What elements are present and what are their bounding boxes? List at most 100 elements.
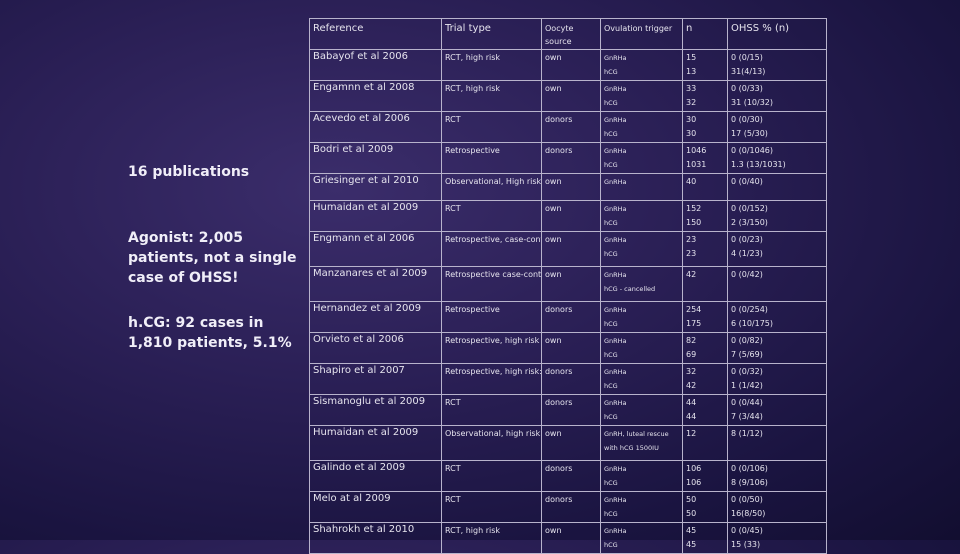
ohss-value: 0 (0/32): [731, 367, 763, 376]
ohss-value: 1 (1/42): [731, 380, 763, 390]
n-value: 152: [686, 204, 702, 213]
reference-cell: Engmann et al 2006: [309, 231, 442, 267]
n-value: 106: [686, 464, 702, 473]
trigger-line: hCG: [604, 250, 618, 258]
ohss-value: 0 (0/50): [731, 495, 763, 504]
table-row: Engmann et al 2006 Retrospective, case-co…: [309, 231, 827, 267]
ohss-value: 16(8/50): [731, 508, 766, 518]
n-cell: 33 32: [682, 80, 728, 112]
trial-type-cell: RCT: [441, 491, 542, 523]
ohss-cell: 0 (0/33) 31 (10/32): [727, 80, 827, 112]
trigger-line: GnRHa: [604, 85, 627, 93]
trial-type-cell: Retrospective: [441, 301, 542, 333]
trial-type-cell: RCT: [441, 394, 542, 426]
trial-type-cell: Observational, high risk: [441, 425, 542, 461]
n-value: 42: [686, 270, 697, 279]
ovulation-trigger-cell: GnRHa hCG: [600, 491, 683, 523]
trigger-line: hCG: [604, 68, 618, 76]
oocyte-source-cell: own: [541, 200, 601, 232]
reference-cell: Engamnn et al 2008: [309, 80, 442, 112]
n-value: 45: [686, 526, 697, 535]
oocyte-source-cell: donors: [541, 111, 601, 143]
table-row: Humaidan et al 2009 Observational, high r…: [309, 425, 827, 461]
ovulation-trigger-cell: GnRHa hCG: [600, 301, 683, 333]
n-value: 44: [686, 398, 697, 407]
table-header-row: Reference Trial type Oocyte source Ovula…: [309, 18, 827, 50]
oocyte-source-cell: donors: [541, 301, 601, 333]
n-cell: 23 23: [682, 231, 728, 267]
n-value: 254: [686, 305, 702, 314]
oocyte-source-cell: donors: [541, 363, 601, 395]
trial-type-cell: RCT: [441, 111, 542, 143]
n-cell: 82 69: [682, 332, 728, 364]
oocyte-source-cell: donors: [541, 491, 601, 523]
n-value: 40: [686, 177, 697, 186]
n-cell: 15 13: [682, 49, 728, 81]
trigger-line: hCG: [604, 413, 618, 421]
ohss-value: 0 (0/152): [731, 204, 768, 213]
ohss-value: 0 (0/1046): [731, 146, 774, 155]
ohss-cell: 0 (0/82) 7 (5/69): [727, 332, 827, 364]
ohss-value: 8 (9/106): [731, 477, 768, 487]
ohss-value: 0 (0/254): [731, 305, 768, 314]
ohss-value: 0 (0/33): [731, 84, 763, 93]
reference-cell: Humaidan et al 2009: [309, 425, 442, 461]
ohss-value: 4 (1/23): [731, 248, 763, 258]
n-cell: 106 106: [682, 460, 728, 492]
n-value: 69: [686, 349, 697, 359]
ohss-value: 2 (3/150): [731, 217, 768, 227]
n-cell: 40: [682, 173, 728, 201]
oocyte-source-cell: own: [541, 49, 601, 81]
trigger-line: hCG: [604, 320, 618, 328]
reference-cell: Orvieto et al 2006: [309, 332, 442, 364]
ovulation-trigger-cell: GnRHa: [600, 173, 683, 201]
reference-cell: Shahrokh et al 2010: [309, 522, 442, 554]
ovulation-trigger-cell: GnRHa hCG - cancelled: [600, 266, 683, 302]
ohss-value: 0 (0/23): [731, 235, 763, 244]
header-trial-type: Trial type: [441, 18, 542, 50]
trigger-line: hCG: [604, 161, 618, 169]
ohss-value: 0 (0/82): [731, 336, 763, 345]
ohss-cell: 0 (0/152) 2 (3/150): [727, 200, 827, 232]
n-value: 32: [686, 367, 697, 376]
trigger-line: hCG: [604, 382, 618, 390]
n-cell: 30 30: [682, 111, 728, 143]
ohss-cell: 0 (0/1046) 1.3 (13/1031): [727, 142, 827, 174]
n-value: 50: [686, 495, 697, 504]
trigger-line: GnRHa: [604, 178, 627, 186]
ovulation-trigger-cell: GnRHa hCG: [600, 231, 683, 267]
ovulation-trigger-cell: GnRHa hCG: [600, 200, 683, 232]
table-row: Babayof et al 2006 RCT, high risk own GnRHa…: [309, 49, 827, 81]
trial-type-cell: Retrospective, high risk: [441, 332, 542, 364]
n-value: 12: [686, 429, 697, 438]
reference-cell: Melo at al 2009: [309, 491, 442, 523]
ohss-cell: 0 (0/30) 17 (5/30): [727, 111, 827, 143]
n-cell: 42: [682, 266, 728, 302]
n-cell: 44 44: [682, 394, 728, 426]
n-value: 106: [686, 477, 702, 487]
oocyte-source-cell: own: [541, 425, 601, 461]
ovulation-trigger-cell: GnRH, luteal rescue with hCG 1500IU: [600, 425, 683, 461]
n-value: 15: [686, 53, 697, 62]
n-value: 23: [686, 235, 697, 244]
trigger-line: hCG - cancelled: [604, 285, 656, 293]
n-value: 42: [686, 380, 697, 390]
trigger-line: hCG: [604, 541, 618, 549]
reference-cell: Babayof et al 2006: [309, 49, 442, 81]
oocyte-source-cell: donors: [541, 142, 601, 174]
table-row: Bodri et al 2009 Retrospective donors GnRHa…: [309, 142, 827, 174]
header-ovulation-trigger: Ovulation trigger: [600, 18, 683, 50]
ohss-value: 7 (5/69): [731, 349, 763, 359]
trigger-line: GnRHa: [604, 205, 627, 213]
n-value: 30: [686, 115, 697, 124]
n-value: 1031: [686, 159, 707, 169]
trial-type-cell: Retrospective: [441, 142, 542, 174]
ovulation-trigger-cell: GnRHa hCG: [600, 460, 683, 492]
ohss-value: 1.3 (13/1031): [731, 159, 786, 169]
n-cell: 45 45: [682, 522, 728, 554]
ohss-value: 8 (1/12): [731, 429, 763, 438]
ohss-cell: 0 (0/254) 6 (10/175): [727, 301, 827, 333]
reference-cell: Acevedo et al 2006: [309, 111, 442, 143]
oocyte-source-cell: donors: [541, 460, 601, 492]
reference-cell: Shapiro et al 2007: [309, 363, 442, 395]
